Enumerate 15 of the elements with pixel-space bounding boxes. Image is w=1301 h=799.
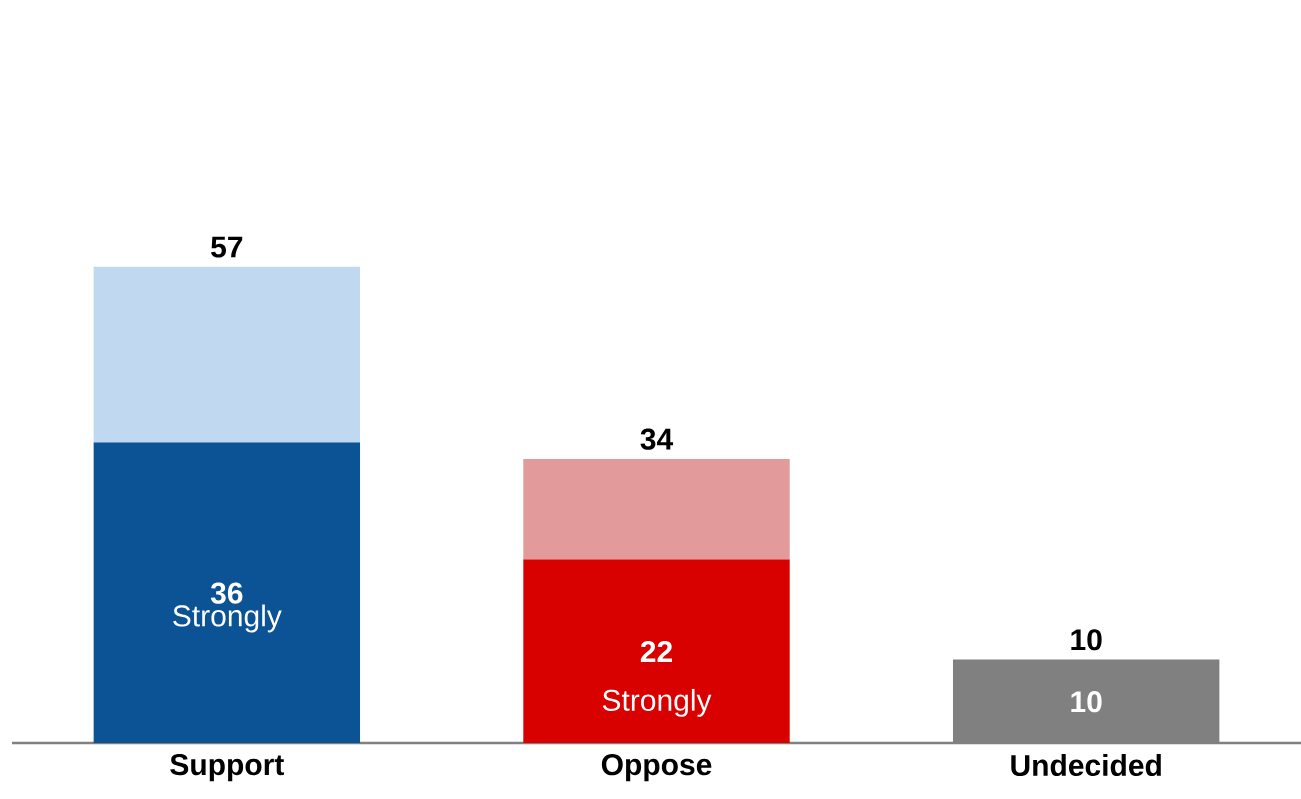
x-tick-label: Undecided (1011, 754, 1161, 777)
bar (93, 442, 361, 743)
bar (523, 458, 790, 560)
bar (523, 559, 790, 743)
total-label: 57 (211, 236, 243, 258)
annotation: Strongly (173, 604, 282, 633)
total-label: 10 (1071, 629, 1102, 651)
data-label: 36 (210, 582, 243, 604)
data-label: 10 (1071, 691, 1102, 713)
x-tick-label: Support (170, 754, 284, 782)
data-label: 22 (640, 640, 672, 662)
annotation: Strongly (602, 688, 712, 717)
x-tick-label: Oppose (601, 754, 712, 782)
total-label: 34 (640, 428, 674, 450)
bar (93, 266, 361, 443)
